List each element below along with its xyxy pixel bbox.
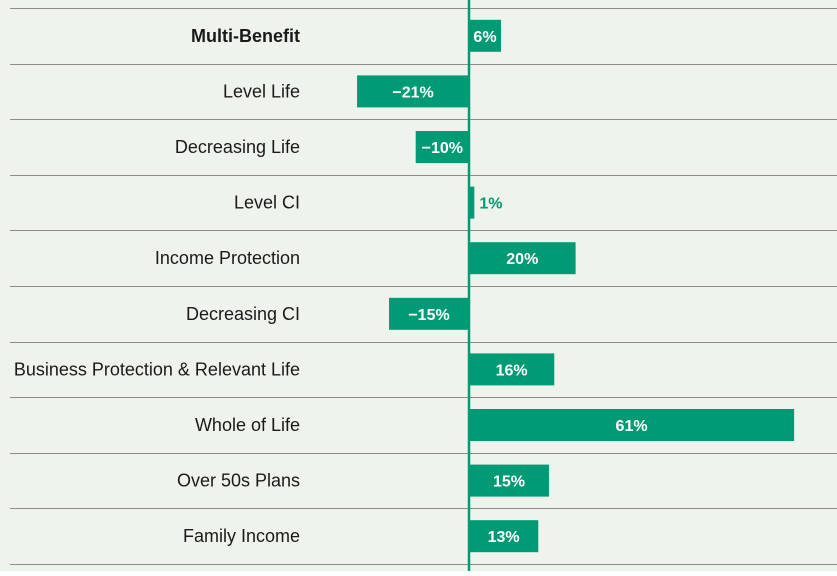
bar — [469, 464, 549, 497]
category-labels: Multi-Benefit Level Life Decreasing Life Le… — [14, 26, 300, 546]
category-label: Family Income — [183, 526, 300, 546]
bar — [389, 297, 469, 330]
category-label: Over 50s Plans — [177, 471, 300, 491]
value-label: 16% — [496, 362, 528, 379]
category-label: Income Protection — [155, 248, 300, 268]
value-label: 6% — [473, 29, 496, 46]
value-label: −15% — [408, 307, 449, 324]
category-label: Multi-Benefit — [191, 26, 300, 46]
value-label: 20% — [506, 251, 538, 268]
category-label: Whole of Life — [195, 415, 300, 435]
bar — [469, 242, 576, 275]
bar — [469, 186, 475, 219]
category-label: Decreasing CI — [186, 304, 300, 324]
value-label: 61% — [616, 418, 648, 435]
value-labels: 6% −21% −10% 1% 20% −15% 16% 61% 15% 13% — [392, 29, 647, 546]
bar — [469, 353, 555, 386]
bar — [357, 75, 469, 108]
category-label: Business Protection & Relevant Life — [14, 359, 300, 379]
category-label: Decreasing Life — [175, 137, 300, 157]
value-label: 13% — [488, 529, 520, 546]
category-label: Level CI — [234, 193, 300, 213]
category-label: Level Life — [223, 81, 300, 101]
value-label: 1% — [479, 196, 502, 213]
bar — [415, 131, 469, 163]
value-label: 15% — [493, 474, 525, 491]
value-label: −10% — [422, 140, 463, 157]
bar — [469, 409, 795, 441]
bars — [357, 19, 795, 553]
value-label: −21% — [392, 84, 433, 101]
bar — [469, 19, 501, 52]
bar — [469, 520, 539, 553]
row-separators — [10, 8, 837, 565]
